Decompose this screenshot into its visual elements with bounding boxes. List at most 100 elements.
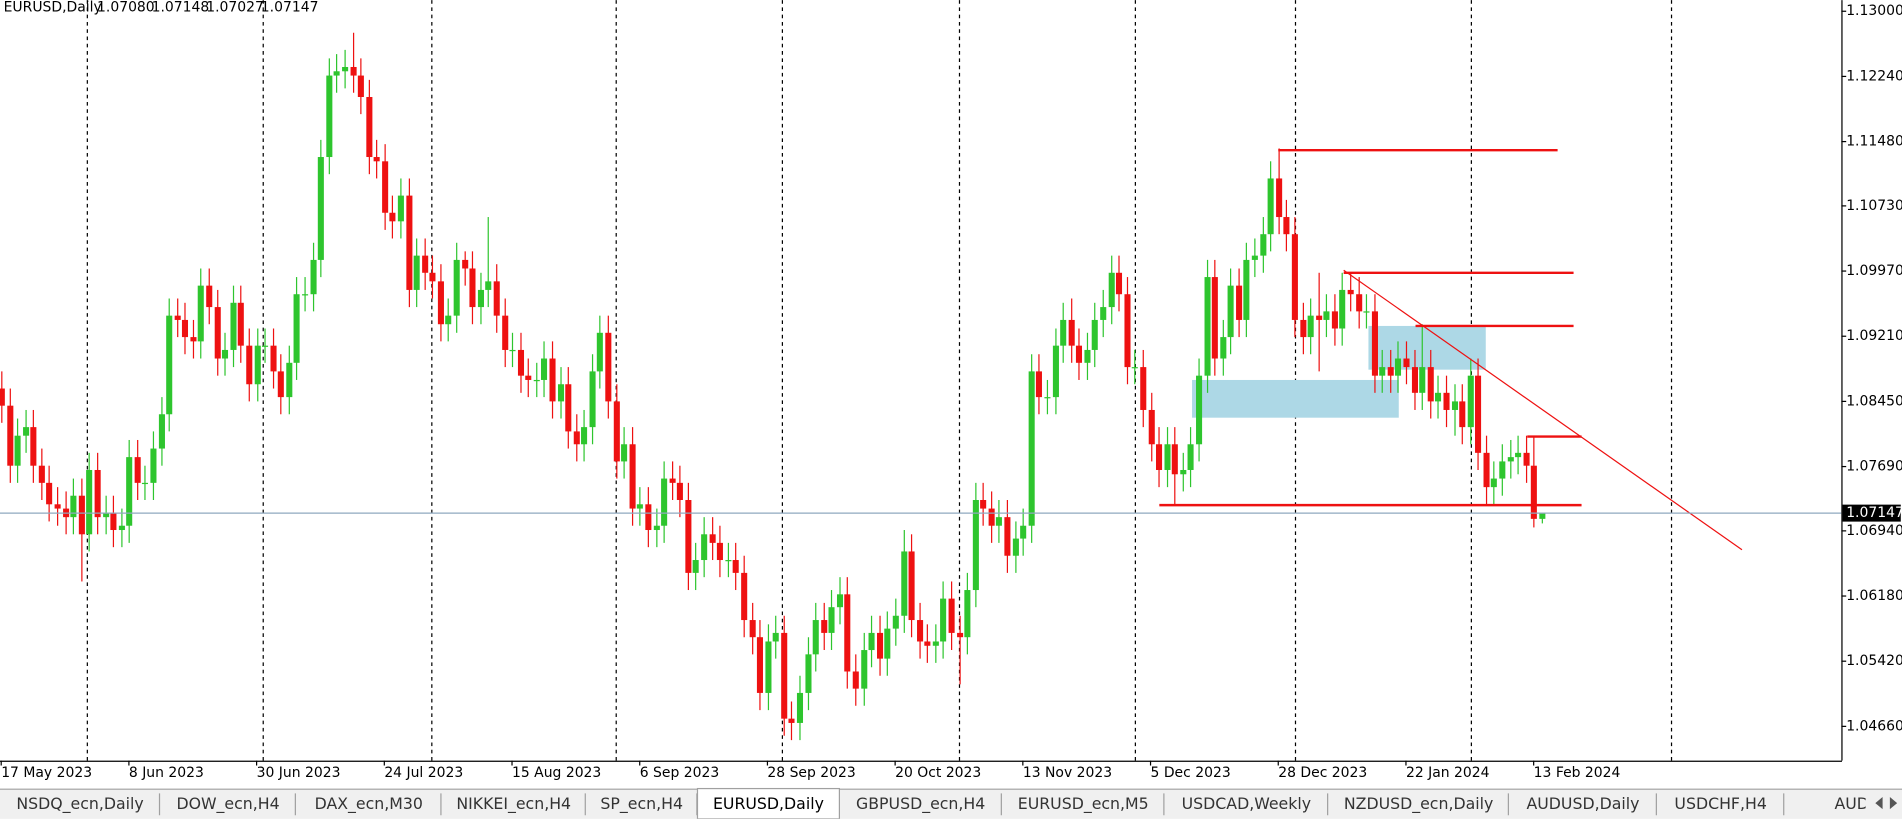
tab-scroll-right[interactable]	[1889, 797, 1898, 810]
candle-body	[230, 302, 237, 350]
tab-bar: NSDQ_ecn,Daily DOW_ecn,H4 DAX_ecn,M30 NIKKE…	[0, 787, 1902, 819]
candle-body	[214, 307, 221, 359]
tab-label[interactable]: NIKKEI_ecn,H4	[456, 794, 571, 814]
candle-body	[221, 349, 229, 359]
candle-body	[1539, 513, 1546, 519]
candle-body	[293, 294, 300, 363]
candle-body	[1475, 375, 1482, 453]
candle-body	[812, 620, 819, 655]
tab[interactable]: EURUSD_ecn,M5	[1018, 793, 1165, 816]
tab-label[interactable]: DAX_ecn,M30	[315, 794, 423, 814]
candle-body	[1148, 409, 1155, 445]
candle-body	[645, 504, 652, 531]
candle-body	[709, 534, 716, 543]
tab-label[interactable]: NSDQ_ecn,Daily	[16, 794, 143, 814]
candle-body	[1035, 371, 1042, 398]
tab-label[interactable]: DOW_ecn,H4	[176, 794, 279, 814]
tab[interactable]: NSDQ_ecn,Daily	[16, 793, 161, 816]
tab-label[interactable]: GBPUSD_ecn,H4	[856, 794, 985, 814]
tab[interactable]: GBPUSD_ecn,H4	[856, 793, 1002, 816]
candle-body	[573, 431, 580, 445]
tab[interactable]: USDCAD,Weekly	[1182, 793, 1329, 816]
candle-body	[1403, 358, 1410, 368]
tab-scroll-left[interactable]	[1875, 797, 1883, 810]
tab[interactable]: EURUSD,Daily	[696, 787, 841, 819]
y-tick-label: 1.06180	[1846, 588, 1902, 604]
candle-body	[277, 371, 284, 398]
tab-label[interactable]: AUDUSD,Daily	[1527, 794, 1640, 813]
drawn-objects	[0, 148, 1842, 551]
tab[interactable]: USDCHF,H4	[1674, 793, 1785, 816]
candle-body	[1108, 272, 1115, 308]
candle-body	[190, 337, 197, 342]
candle-body	[1236, 285, 1243, 320]
candle-body	[422, 255, 429, 273]
candle-body	[1020, 525, 1027, 539]
candle-body	[1187, 444, 1194, 470]
tab[interactable]: DOW_ecn,H4	[176, 793, 296, 816]
zone	[1368, 325, 1486, 370]
candle-body	[957, 632, 964, 638]
tab[interactable]: SP_ecn,H4	[600, 793, 698, 816]
candle-body	[892, 615, 899, 629]
candle-body	[821, 620, 828, 633]
candle-body	[70, 495, 77, 518]
candle-body	[1196, 375, 1203, 445]
tab[interactable]: AUDUSD,Daily	[1527, 793, 1657, 816]
y-tick-label: 1.12240	[1846, 68, 1902, 84]
tab[interactable]: AUDCA	[1834, 793, 1902, 815]
x-tick-label: 30 Jun 2023	[257, 765, 341, 781]
tab-label[interactable]: EURUSD,Daily	[713, 794, 824, 813]
candle-body	[533, 379, 540, 382]
candle-body	[7, 405, 14, 466]
candle-body	[1211, 277, 1218, 359]
tab-label[interactable]: NZDUSD_ecn,Daily	[1344, 794, 1493, 814]
candle-body	[692, 560, 699, 573]
tab[interactable]: NZDUSD_ecn,Daily	[1344, 793, 1509, 816]
candle-body	[437, 281, 444, 325]
candle-body	[948, 598, 955, 633]
candle-body	[302, 294, 309, 296]
y-tick-label: 1.13000	[1846, 3, 1902, 19]
tab-label[interactable]: SP_ecn,H4	[600, 794, 683, 814]
candle-body	[1251, 255, 1258, 260]
candle-body	[1171, 444, 1178, 475]
tab[interactable]: NIKKEI_ecn,H4	[456, 793, 586, 816]
tab-label[interactable]: USDCHF,H4	[1674, 794, 1766, 813]
candle-body	[103, 512, 110, 518]
y-tick-label: 1.07690	[1846, 459, 1902, 475]
candle-body	[389, 212, 396, 222]
candle-body	[741, 572, 748, 621]
tab-label[interactable]: USDCAD,Weekly	[1182, 794, 1311, 813]
candle-body	[1124, 294, 1131, 368]
last-open: 1.07080	[97, 0, 155, 15]
y-tick-label: 1.11480	[1846, 134, 1902, 150]
candle-body	[429, 272, 436, 282]
last-low: 1.07027	[206, 0, 264, 15]
candle-body	[150, 448, 157, 483]
candle-body	[964, 590, 971, 638]
tab-label[interactable]: AUDCA	[1834, 794, 1890, 813]
candle-body	[1339, 289, 1346, 329]
candle-body	[0, 388, 5, 406]
candle-body	[270, 345, 277, 372]
tab-label[interactable]: EURUSD_ecn,M5	[1018, 794, 1149, 814]
tab[interactable]: DAX_ecn,M30	[315, 793, 442, 816]
candle-body	[1227, 285, 1234, 338]
y-tick-label: 1.09210	[1846, 328, 1902, 344]
candle-body	[940, 598, 947, 642]
candle-body	[317, 157, 324, 260]
candle-body	[14, 435, 21, 466]
candle-body	[908, 551, 915, 621]
candle-body	[342, 66, 349, 72]
candle-body	[333, 71, 340, 76]
candle-body	[1131, 367, 1138, 369]
candle-body	[1434, 392, 1442, 402]
candle-body	[1363, 311, 1370, 313]
candle-body	[1379, 367, 1386, 376]
axes: 1.13000 1.12240 1.11480 1.10730 1.09970 1.092…	[0, 0, 1902, 781]
candle-body	[94, 469, 101, 518]
candle-body	[254, 345, 261, 385]
candle-body	[110, 512, 117, 531]
candle-body	[469, 268, 476, 308]
